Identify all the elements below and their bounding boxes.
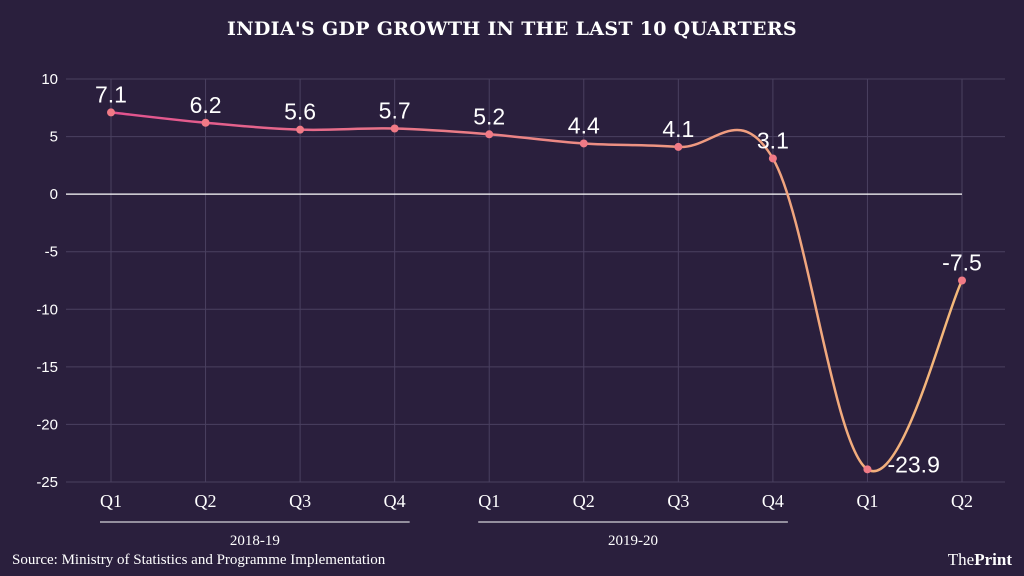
data-point <box>296 125 305 134</box>
data-point <box>863 465 872 474</box>
data-points <box>107 108 966 474</box>
data-label: 5.7 <box>379 98 411 124</box>
data-point <box>674 142 683 151</box>
data-point <box>958 276 966 285</box>
x-tick-label: Q2 <box>195 491 217 511</box>
x-axis: Q1 Q2 Q3 Q4 Q1 Q2 Q3 Q4 Q1 Q2 2018-19 2019-20 <box>100 491 973 549</box>
data-label: -7.5 <box>942 250 982 276</box>
x-tick-label: Q3 <box>667 491 689 511</box>
x-tick-label: Q2 <box>573 491 595 511</box>
x-tick-label: Q2 <box>951 491 973 511</box>
data-label: 5.2 <box>473 103 505 129</box>
x-tick-label: Q1 <box>478 491 500 511</box>
y-tick-label: 0 <box>50 186 58 203</box>
x-tick-label: Q1 <box>856 491 878 511</box>
y-tick-label: -25 <box>36 474 58 491</box>
data-point <box>579 139 588 148</box>
y-tick-label: -15 <box>36 359 58 376</box>
x-tick-label: Q1 <box>100 491 122 511</box>
data-label: -23.9 <box>887 451 939 477</box>
data-label: 7.1 <box>95 81 127 107</box>
data-point <box>107 108 115 117</box>
chart-title: INDIA'S GDP GROWTH IN THE LAST 10 QUARTE… <box>227 18 797 40</box>
y-tick-label: 5 <box>50 129 58 146</box>
data-label: 4.4 <box>568 112 600 138</box>
brand-part-1: The <box>947 550 975 569</box>
data-point <box>485 130 494 139</box>
data-label: 3.1 <box>757 127 789 153</box>
x-tick-label: Q4 <box>762 491 784 511</box>
data-point <box>768 154 777 163</box>
y-tick-label: -5 <box>45 244 58 261</box>
group-label: 2019-20 <box>608 533 658 549</box>
data-point <box>390 124 399 133</box>
y-tick-label: -20 <box>36 416 58 433</box>
x-tick-label: Q3 <box>289 491 311 511</box>
source-note: Source: Ministry of Statistics and Progr… <box>12 552 386 568</box>
data-label: 5.6 <box>284 99 316 125</box>
y-axis: 10 5 0 -5 -10 -15 -20 -25 <box>36 71 58 491</box>
data-point <box>201 118 210 127</box>
series-line <box>110 111 964 473</box>
data-labels: 7.1 6.2 5.6 5.7 5.2 4.4 4.1 3.1 -23.9 -7.5 <box>95 81 982 477</box>
data-label: 4.1 <box>662 116 694 142</box>
brand-logo: ThePrint <box>948 550 1012 570</box>
brand-part-2: Print <box>974 550 1012 569</box>
x-tick-label: Q4 <box>384 491 406 511</box>
gdp-series-line <box>110 111 964 473</box>
y-tick-label: 10 <box>41 71 58 88</box>
data-label: 6.2 <box>190 92 222 118</box>
group-label: 2018-19 <box>230 533 280 549</box>
y-tick-label: -10 <box>36 301 58 318</box>
